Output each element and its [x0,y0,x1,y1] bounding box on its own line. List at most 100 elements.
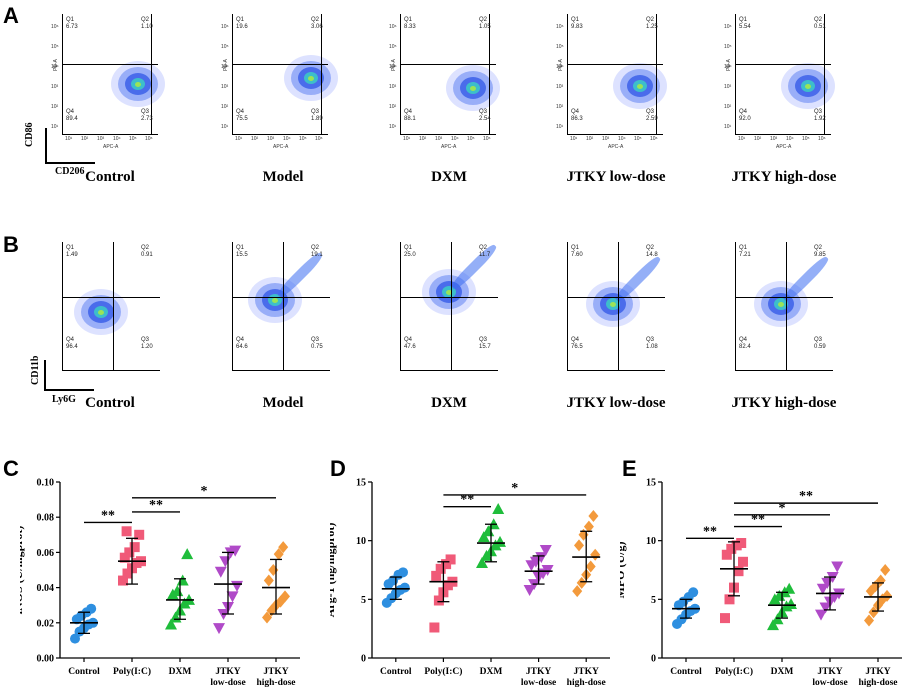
x-tick-label: 10³ [602,136,610,142]
quadrant-q1-value: 15.5 [236,252,248,258]
data-point [738,556,748,567]
group-label-a-1: Control [85,169,135,185]
x-tick-label: 10⁵ [299,136,307,142]
x-tick-label: 10⁴ [283,136,291,142]
panel-letter-c: C [3,456,19,481]
y-tick-label: 10⁵ [389,44,397,50]
quadrant-q4-value: 76.5 [571,344,583,350]
group-label-a-5: JTKY high-dose [731,169,837,185]
data-point [273,548,284,561]
data-point [880,564,891,576]
gate-vertical [824,14,825,134]
data-point [122,568,133,579]
density-blob [308,75,314,81]
data-point [868,606,879,619]
data-point [494,535,506,547]
density-blob [272,297,278,303]
x-tick-label: 10³ [267,136,275,142]
gate-horizontal [63,297,160,298]
x-tick-label: 10⁵ [634,136,642,142]
significance-label: ** [751,513,765,528]
quadrant-q2-value: 11.7 [479,252,491,258]
quadrant-q2-label: Q2 [646,17,655,23]
quadrant-q1-value: 9.83 [571,24,583,30]
quadrant-q2-label: Q2 [814,17,823,23]
y-tick-label: 10³ [724,84,732,90]
x-tick-label: 10² [81,136,89,142]
quadrant-q4-label: Q4 [66,109,75,115]
quadrant-q2-label: Q2 [646,245,655,251]
data-point [219,556,232,568]
data-point [121,526,132,537]
group-label-a-3: DXM [431,169,467,185]
panel-letter-d: D [330,456,346,481]
y-tick-label: 10⁶ [724,24,732,30]
x-tick-label: low-dose [521,678,556,688]
quadrant-q3-value: 15.7 [479,344,491,350]
x-tick-label: 10¹ [738,136,746,142]
x-tick-label: 10⁶ [818,136,826,142]
gate-horizontal [233,64,328,65]
x-tick-label: 10² [419,136,427,142]
data-point [724,594,735,605]
x-tick-label: 10⁴ [786,136,794,142]
quadrant-q2-value: 3.06 [311,24,323,30]
quadrant-q2-label: Q2 [311,245,320,251]
flow-plot-a-2: Q1 19.6 Q2 3.06 Q3 1.89 Q4 75.5 APC-A PE-A 10¹ 10² 1… [221,14,338,150]
quadrant-q2-label: Q2 [479,17,488,23]
quadrant-q1-label: Q1 [571,245,580,251]
x-tick-label: Control [68,667,100,677]
x-tick-label: JTKY [526,667,551,677]
quadrant-q3-label: Q3 [311,337,320,343]
data-point [118,575,128,586]
quadrant-q2-label: Q2 [814,245,823,251]
flow-plot-b-2: Q1 15.5 Q2 19.1 Q3 0.75 Q4 64.6 [232,242,330,371]
quadrant-q4-label: Q4 [236,109,245,115]
x-tick-label: JTKY [215,667,240,677]
gate-vertical [151,14,152,134]
group-label-a-4: JTKY low-dose [566,169,666,185]
gate-vertical [786,242,787,370]
y-tick-label: 10⁶ [389,24,397,30]
y-axis-label: MPO (U/g) [620,542,627,599]
quadrant-q2-value: 19.1 [311,252,323,258]
quadrant-q1-value: 8.33 [404,24,416,30]
y-tick-label: 10⁴ [556,64,564,70]
density-blob [778,301,784,307]
group-label-b-2: Model [262,395,304,411]
y-tick-label: 0 [361,654,366,665]
quadrant-q4-value: 86.3 [571,116,583,122]
quadrant-q4-value: 96.4 [66,344,78,350]
data-point [864,614,874,627]
data-point [576,576,587,589]
density-blob [470,85,476,91]
data-point [819,602,832,614]
quadrant-q4-label: Q4 [739,109,748,115]
x-tick-label: high-dose [256,678,295,688]
axis-marker-horizontal [45,162,95,164]
quadrant-q2-value: 1.10 [141,24,153,30]
flow-plot-b-3: Q1 25.0 Q2 11.7 Q3 15.7 Q4 47.6 [400,242,499,371]
y-marker-cd11b: CD11b [30,355,41,385]
x-tick-label: 10¹ [235,136,243,142]
quadrant-q1-label: Q1 [236,245,245,251]
quadrant-q3-value: 2.59 [646,116,658,122]
group-label-b-3: DXM [431,395,467,411]
chart-inos: 0.00 0.02 0.04 0.06 0.08 0.10 iNOS (U/mgprot) C… [20,478,300,688]
y-tick-label: 10⁵ [51,44,59,50]
quadrant-q4-value: 64.6 [236,344,248,350]
x-tick-label: JTKY [263,667,288,677]
flow-plot-b-1: Q1 1.49 Q2 0.91 Q3 1.20 Q4 96.4 [62,242,160,371]
flow-plot-a-4: Q1 9.83 Q2 1.25 Q3 2.59 Q4 86.3 APC-A PE-A 10¹ 10² 1… [556,14,667,150]
quadrant-q3-value: 0.75 [311,344,323,350]
y-tick-label: 0.00 [37,654,55,665]
data-point [433,595,444,606]
quadrant-q1-value: 25.0 [404,252,416,258]
quadrant-q4-label: Q4 [236,337,245,343]
x-tick-label: 10³ [97,136,105,142]
gate-horizontal [736,297,833,298]
group-label-b-1: Control [85,395,135,411]
data-point [399,582,410,593]
quadrant-q2-label: Q2 [479,245,488,251]
x-tick-label: Poly(I:C) [424,666,462,677]
